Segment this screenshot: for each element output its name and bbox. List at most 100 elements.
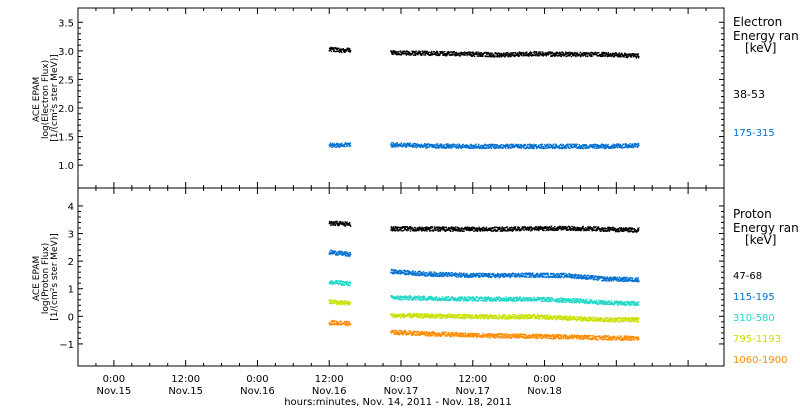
data-point <box>329 251 330 252</box>
data-point <box>625 278 626 279</box>
data-point <box>494 56 495 57</box>
data-point <box>565 54 566 55</box>
data-point <box>514 300 515 301</box>
data-point <box>346 222 347 223</box>
data-point <box>560 144 561 145</box>
data-point <box>452 272 453 273</box>
data-point <box>443 227 444 228</box>
data-point <box>403 143 404 144</box>
data-point <box>541 301 542 302</box>
data-point <box>348 252 349 253</box>
data-point <box>602 53 603 54</box>
data-point <box>594 278 595 279</box>
data-point <box>433 229 434 230</box>
data-point <box>444 144 445 145</box>
data-point <box>638 145 639 146</box>
data-point <box>569 148 570 149</box>
ytick-label: 1.5 <box>58 133 74 144</box>
data-point <box>447 276 448 277</box>
data-point <box>336 281 337 282</box>
data-point <box>474 147 475 148</box>
xtick-time-label: 0:00 <box>533 374 555 385</box>
data-point <box>475 300 476 301</box>
data-point <box>624 277 625 278</box>
data-point <box>468 297 469 298</box>
data-point <box>443 51 444 52</box>
data-point <box>412 227 413 228</box>
data-point <box>506 298 507 299</box>
data-point <box>600 231 601 232</box>
data-point <box>580 52 581 53</box>
data-point <box>511 297 512 298</box>
data-point <box>421 54 422 55</box>
data-point <box>331 51 332 52</box>
data-point <box>514 299 515 300</box>
data-point <box>344 146 345 147</box>
data-point <box>347 281 348 282</box>
data-point <box>638 281 639 282</box>
data-point <box>350 226 351 227</box>
data-point <box>559 148 560 149</box>
data-point <box>423 227 424 228</box>
data-point <box>557 273 558 274</box>
data-point <box>456 276 457 277</box>
data-point <box>581 274 582 275</box>
data-point <box>542 51 543 52</box>
data-point <box>507 52 508 53</box>
data-point <box>606 280 607 281</box>
data-point <box>499 227 500 228</box>
data-point <box>426 273 427 274</box>
data-point <box>422 51 423 52</box>
data-point <box>401 143 402 144</box>
data-point <box>536 51 537 52</box>
data-point <box>542 274 543 275</box>
data-point <box>436 296 437 297</box>
xtick-time-label: 12:00 <box>171 374 200 385</box>
data-point <box>448 297 449 298</box>
data-point <box>348 283 349 284</box>
data-point <box>618 278 619 279</box>
data-point <box>638 53 639 54</box>
data-point <box>520 296 521 297</box>
data-point <box>404 229 405 230</box>
data-point <box>632 277 633 278</box>
data-point <box>576 144 577 145</box>
data-point <box>601 145 602 146</box>
xtick-day-label: Nov.17 <box>384 386 419 397</box>
data-point <box>591 278 592 279</box>
data-point <box>410 230 411 231</box>
data-point <box>532 145 533 146</box>
data-point <box>448 272 449 273</box>
data-point <box>436 143 437 144</box>
data-point <box>623 144 624 145</box>
data-point <box>473 296 474 297</box>
data-point <box>597 280 598 281</box>
data-point <box>529 55 530 56</box>
data-point <box>606 228 607 229</box>
data-point <box>491 230 492 231</box>
ytick-label: 1.0 <box>58 161 74 172</box>
data-point <box>517 52 518 53</box>
data-point <box>571 274 572 275</box>
data-point <box>560 297 561 298</box>
data-point <box>396 298 397 299</box>
data-point <box>400 50 401 51</box>
data-point <box>456 228 457 229</box>
data-point <box>415 299 416 300</box>
data-point <box>486 56 487 57</box>
data-point <box>598 276 599 277</box>
data-point <box>511 55 512 56</box>
data-point <box>333 49 334 50</box>
data-point <box>540 147 541 148</box>
data-point <box>558 274 559 275</box>
data-point <box>423 228 424 229</box>
data-point <box>488 276 489 277</box>
data-point <box>419 295 420 296</box>
data-point <box>551 300 552 301</box>
data-point <box>483 146 484 147</box>
data-point <box>410 226 411 227</box>
data-point <box>478 275 479 276</box>
data-point <box>424 51 425 52</box>
bottom-legend-series-2: 310-580 <box>733 313 775 324</box>
data-point <box>638 277 639 278</box>
